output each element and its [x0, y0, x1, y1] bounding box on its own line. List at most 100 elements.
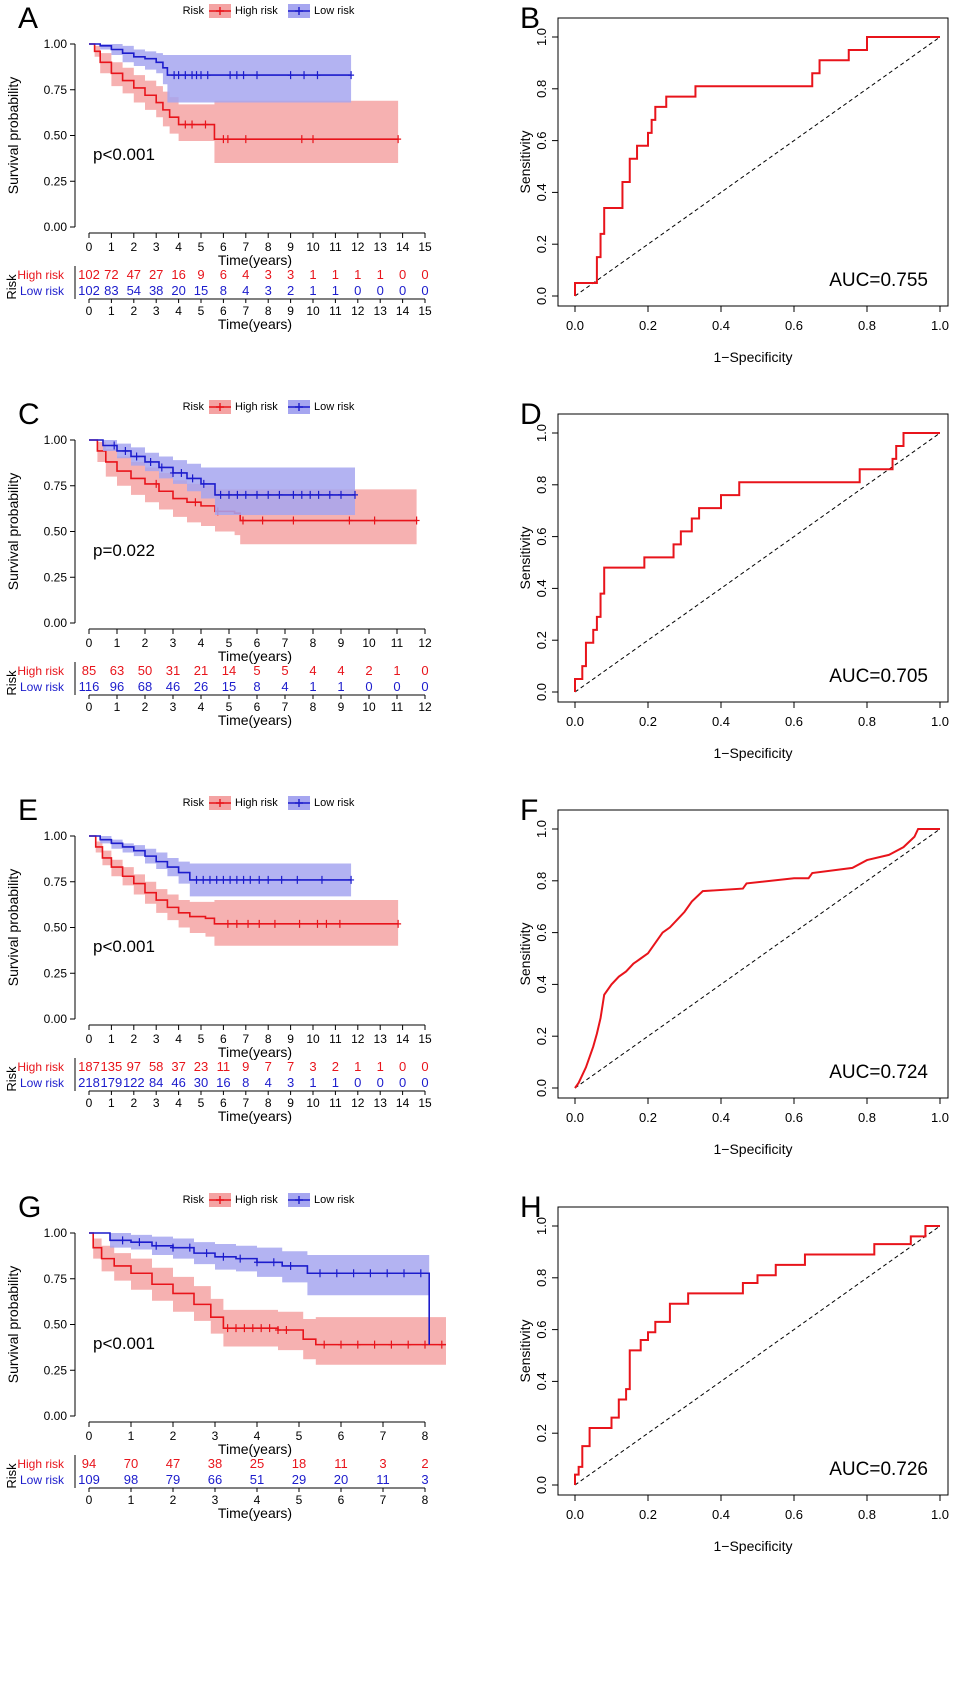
- risk-count-low: 0: [421, 1075, 428, 1090]
- censor-mark: [202, 120, 209, 129]
- risk-count-high: 2: [421, 1456, 428, 1471]
- risk-count-low: 79: [166, 1472, 180, 1487]
- risk-table-tick-label: 10: [306, 304, 320, 318]
- censor-mark: [206, 875, 213, 884]
- risk-table-tick-label: 9: [287, 1096, 294, 1110]
- y-axis-title: Survival probability: [5, 869, 21, 987]
- y-tick-label: 0.8: [534, 872, 549, 890]
- roc-curve: [574, 1225, 940, 1485]
- roc-panel-B: B 0.0 0.0 0.2 0.2 0.4 0.4 0.6 0.6 0.8 0.8 1.0 1.0 1−S…: [517, 2, 949, 365]
- risk-count-low: 1: [332, 283, 339, 298]
- risk-count-high: 3: [309, 1059, 316, 1074]
- x-tick-label: 1: [108, 1032, 115, 1046]
- risk-count-low: 84: [149, 1075, 163, 1090]
- roc-curve: [574, 432, 940, 692]
- risk-count-low: 0: [421, 679, 428, 694]
- censor-mark: [290, 516, 297, 525]
- x-tick-label: 0: [86, 636, 93, 650]
- y-tick-label: 0.6: [534, 528, 549, 546]
- risk-table-tick-label: 5: [198, 304, 205, 318]
- censor-mark: [314, 919, 321, 928]
- plot-frame: [557, 17, 949, 307]
- risk-count-low: 15: [222, 679, 236, 694]
- censor-mark: [122, 446, 129, 455]
- censor-mark: [318, 875, 325, 884]
- risk-table-tick-label: 15: [418, 304, 432, 318]
- risk-count-low: 1: [309, 283, 316, 298]
- risk-count-low: 4: [281, 679, 288, 694]
- legend-label-low: Low risk: [314, 401, 355, 413]
- risk-count-high: 0: [421, 1059, 428, 1074]
- risk-count-high: 7: [265, 1059, 272, 1074]
- x-tick-label: 15: [418, 240, 432, 254]
- risk-table-tick-label: 13: [374, 1096, 388, 1110]
- x-tick-label: 0.4: [712, 1507, 730, 1522]
- plot-frame: [557, 809, 949, 1099]
- censor-mark: [203, 1249, 210, 1258]
- censor-mark: [401, 1269, 407, 1278]
- risk-table-tick-label: 0: [86, 1096, 93, 1110]
- censor-mark: [348, 875, 355, 884]
- y-tick-label: 0.0: [534, 683, 549, 701]
- risk-table-tick-label: 4: [254, 1493, 261, 1507]
- risk-count-low: 4: [265, 1075, 272, 1090]
- x-tick-label: 5: [198, 240, 205, 254]
- plot-frame: [557, 413, 949, 703]
- censor-mark: [271, 919, 278, 928]
- censor-mark: [198, 71, 204, 80]
- censor-mark: [242, 490, 249, 499]
- legend-title: Risk: [183, 797, 205, 809]
- x-tick-label: 5: [226, 636, 233, 650]
- risk-count-low: 109: [78, 1472, 100, 1487]
- x-axis-title: 1−Specificity: [714, 349, 793, 365]
- x-axis-title: Time(years): [218, 648, 292, 664]
- censor-mark: [217, 490, 224, 499]
- risk-count-low: 4: [242, 283, 249, 298]
- x-tick-label: 0.2: [639, 1110, 657, 1125]
- x-tick-label: 0.6: [785, 714, 803, 729]
- censor-mark: [227, 875, 234, 884]
- ci-band-high: [89, 1233, 446, 1365]
- risk-table-tick-label: 0: [86, 1493, 93, 1507]
- y-tick-label: 1.00: [44, 829, 68, 843]
- ci-band-low: [89, 440, 355, 516]
- censor-mark: [119, 1236, 126, 1245]
- x-tick-label: 0.0: [566, 1507, 584, 1522]
- risk-count-high: 97: [127, 1059, 141, 1074]
- risk-table-tick-label: 10: [306, 1096, 320, 1110]
- censor-mark: [182, 71, 189, 80]
- y-tick-label: 0.4: [534, 1372, 549, 1390]
- y-tick-label: 1.00: [44, 433, 68, 447]
- x-tick-label: 6: [254, 636, 261, 650]
- x-tick-label: 0.2: [639, 714, 657, 729]
- risk-table-tick-label: 8: [265, 1096, 272, 1110]
- risk-count-low: 0: [354, 1075, 361, 1090]
- y-axis-title: Survival probability: [5, 1266, 21, 1384]
- legend-label-high: High risk: [235, 401, 278, 413]
- censor-mark: [241, 1324, 248, 1333]
- risk-count-low: 30: [194, 1075, 208, 1090]
- panel-letter: F: [520, 794, 538, 827]
- p-value: p<0.001: [93, 937, 155, 956]
- legend-mark-low: [295, 799, 303, 807]
- x-tick-label: 12: [418, 636, 432, 650]
- censor-mark: [147, 457, 154, 466]
- x-tick-label: 12: [351, 1032, 365, 1046]
- roc-panel-F: F 0.0 0.0 0.2 0.2 0.4 0.4 0.6 0.6 0.8 0.8 1.0 1.0 1−S…: [517, 794, 949, 1157]
- x-tick-label: 11: [391, 636, 404, 650]
- censor-mark: [224, 1324, 231, 1333]
- censor-mark: [336, 919, 343, 928]
- risk-count-high: 4: [242, 267, 249, 282]
- censor-mark: [346, 516, 353, 525]
- censor-mark: [417, 1269, 424, 1278]
- x-tick-label: 11: [329, 240, 342, 254]
- censor-mark: [296, 919, 303, 928]
- risk-count-low: 11: [376, 1472, 390, 1487]
- risk-table-tick-label: 15: [418, 1096, 432, 1110]
- risk-table-tick-label: 2: [130, 1096, 137, 1110]
- y-tick-label: 1.00: [44, 1226, 68, 1240]
- censor-mark: [254, 490, 260, 499]
- censor-mark: [278, 875, 285, 884]
- censor-mark: [294, 875, 301, 884]
- risk-table-tick-label: 1: [108, 1096, 115, 1110]
